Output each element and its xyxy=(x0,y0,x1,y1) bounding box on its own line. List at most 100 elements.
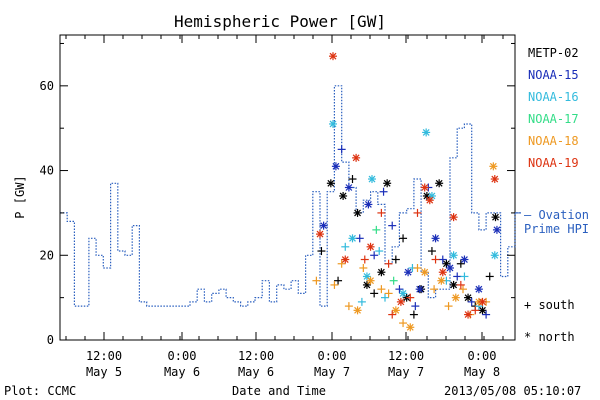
ovation-hpi-line xyxy=(60,85,523,307)
north-point xyxy=(326,179,335,188)
x-tick-time-label: 0:00 xyxy=(318,349,347,363)
south-point xyxy=(359,263,368,272)
north-point xyxy=(491,213,500,222)
south-point xyxy=(357,297,366,306)
south-point xyxy=(370,251,379,260)
north-point xyxy=(364,200,373,209)
south-point xyxy=(370,289,379,298)
south-point xyxy=(388,310,397,319)
y-tick-label: 60 xyxy=(40,79,54,93)
south-point xyxy=(375,247,384,256)
x-tick-date-label: May 7 xyxy=(314,365,350,379)
north-point xyxy=(438,268,447,277)
south-point xyxy=(360,255,369,264)
legend-item: NOAA-17 xyxy=(528,112,579,126)
south-point xyxy=(388,221,397,230)
south-point xyxy=(453,272,462,281)
south-point xyxy=(459,285,467,294)
south-point xyxy=(317,247,326,256)
north-point xyxy=(425,196,434,205)
south-point xyxy=(399,319,408,328)
south-point xyxy=(485,272,494,281)
south-point xyxy=(355,234,364,243)
north-point xyxy=(449,213,458,222)
x-tick-time-label: 0:00 xyxy=(468,349,497,363)
x-tick-date-label: May 5 xyxy=(86,365,122,379)
south-point xyxy=(391,255,400,264)
south-point xyxy=(413,208,422,217)
north-point xyxy=(368,175,376,184)
x-tick-time-label: 12:00 xyxy=(238,349,274,363)
x-tick-time-label: 0:00 xyxy=(168,349,197,363)
north-point xyxy=(490,251,499,260)
south-point xyxy=(337,259,346,268)
south-point xyxy=(377,285,386,294)
ovation-label-line2: Prime HPI xyxy=(524,222,590,236)
x-tick-time-label: 12:00 xyxy=(388,349,424,363)
legend-item: NOAA-18 xyxy=(528,134,579,148)
north-point xyxy=(478,297,487,306)
north-point xyxy=(422,128,431,137)
north-point xyxy=(329,52,337,61)
footer-plot-credit: Plot: CCMC xyxy=(4,384,77,398)
north-point xyxy=(431,234,440,243)
north-point xyxy=(435,179,444,188)
north-point xyxy=(474,285,483,294)
y-tick-label: 20 xyxy=(40,248,54,262)
south-point xyxy=(467,297,476,306)
south-point xyxy=(384,289,393,298)
north-point xyxy=(341,255,350,264)
south-point xyxy=(438,255,447,264)
north-point xyxy=(331,162,340,171)
north-point xyxy=(348,234,357,243)
south-point xyxy=(456,280,465,289)
south-point xyxy=(334,276,343,285)
north-point xyxy=(316,230,324,239)
south-point xyxy=(389,276,398,285)
x-axis-label: Date and Time xyxy=(232,384,326,398)
south-point xyxy=(384,259,393,268)
south-point xyxy=(344,302,353,311)
north-point xyxy=(464,293,473,302)
legend-item: METP-02 xyxy=(528,46,579,60)
north-point xyxy=(377,268,386,277)
north-point xyxy=(490,175,499,184)
south-point xyxy=(341,242,350,251)
south-point xyxy=(482,310,491,319)
footer-timestamp: 2013/05/08 05:10:07 xyxy=(444,384,582,398)
south-point xyxy=(372,225,381,234)
south-point xyxy=(427,247,436,256)
south-point xyxy=(381,293,389,302)
x-tick-date-label: May 7 xyxy=(388,365,424,379)
y-tick-label: 0 xyxy=(47,333,54,347)
y-axis-label: P [GW] xyxy=(13,175,27,219)
north-point xyxy=(406,323,415,332)
south-point xyxy=(406,293,415,302)
north-point xyxy=(391,306,400,315)
x-tick-date-label: May 8 xyxy=(464,365,500,379)
ovation-label-line1: — Ovation xyxy=(524,208,590,222)
marker-key-north: * north xyxy=(524,330,575,344)
south-point xyxy=(471,306,480,315)
north-point xyxy=(489,162,498,171)
north-point xyxy=(383,179,392,188)
south-point xyxy=(444,302,453,311)
north-point xyxy=(451,293,460,302)
north-point xyxy=(399,289,408,298)
north-point xyxy=(420,268,429,277)
x-tick-time-label: 12:00 xyxy=(86,349,122,363)
north-point xyxy=(396,297,405,306)
north-point xyxy=(366,276,375,285)
legend-item: NOAA-15 xyxy=(528,68,579,82)
north-point xyxy=(353,306,362,315)
north-point xyxy=(339,191,348,200)
x-tick-date-label: May 6 xyxy=(238,365,274,379)
plot-frame xyxy=(59,34,516,341)
north-point xyxy=(319,221,328,230)
chart-title: Hemispheric Power [GW] xyxy=(174,12,386,31)
south-point xyxy=(411,302,420,311)
north-point xyxy=(344,183,353,192)
south-point xyxy=(456,259,465,268)
north-point xyxy=(352,153,361,162)
